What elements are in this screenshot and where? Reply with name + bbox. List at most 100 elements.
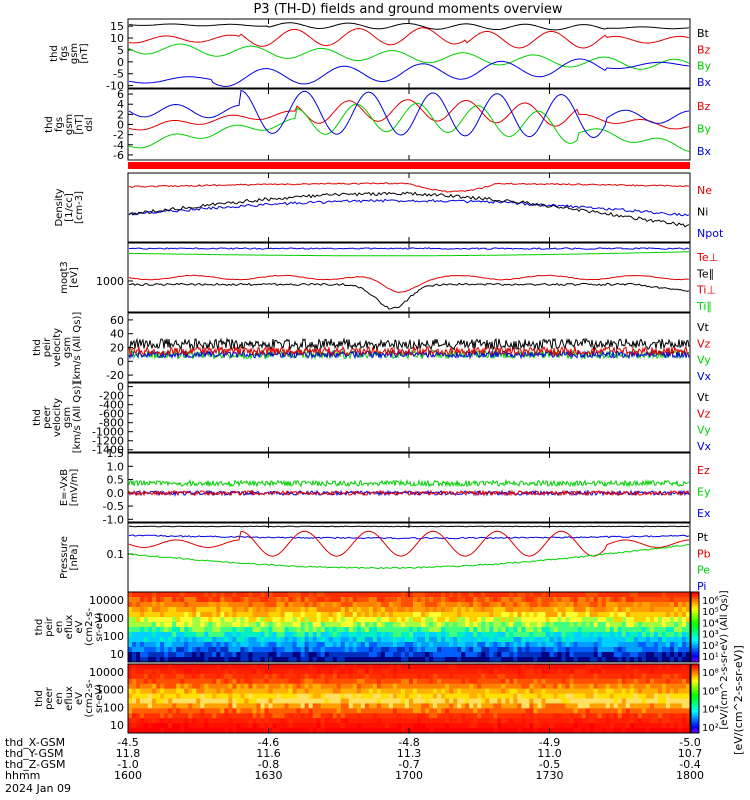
spectrogram-cell — [621, 708, 627, 714]
spectrogram-cell — [429, 693, 434, 699]
spectrogram-cell — [384, 657, 390, 663]
spectrogram-cell — [681, 592, 687, 598]
spectrogram-cell — [429, 622, 434, 628]
spectrogram-cell — [621, 617, 627, 623]
spectrogram-cell — [549, 632, 554, 638]
spectrogram-cell — [152, 597, 157, 603]
spectrogram-cell — [561, 592, 566, 598]
spectrogram-cell — [280, 703, 285, 709]
spectrogram-cell — [609, 642, 615, 648]
spectrogram-cell — [553, 708, 558, 714]
spectrogram-cell — [417, 708, 422, 714]
spectrogram-cell — [461, 622, 466, 628]
spectrogram-cell — [284, 622, 289, 628]
spectrogram-cell — [533, 718, 538, 724]
spectrogram-cell — [216, 617, 221, 623]
spectrogram-cell — [232, 642, 237, 648]
panel-ylabel: velocity — [52, 398, 63, 437]
spectrogram-cell — [561, 678, 566, 685]
spectrogram-cell — [677, 627, 683, 633]
spectrogram-cell — [621, 718, 627, 724]
spectrogram-cell — [288, 713, 293, 719]
spectrogram-cell — [513, 612, 518, 618]
spectrogram-cell — [529, 688, 534, 694]
spectrogram-cell — [457, 657, 462, 663]
colorbar-segment — [691, 703, 699, 706]
spectrogram-cell — [561, 652, 566, 658]
spectrogram-cell — [517, 688, 522, 694]
spectrogram-cell — [372, 592, 378, 598]
spectrogram-cell — [493, 622, 498, 628]
spectrogram-cell — [180, 668, 185, 675]
spectrogram-cell — [336, 592, 342, 598]
spectrogram-cell — [569, 693, 574, 699]
spectrogram-cell — [477, 627, 482, 633]
spectrogram-cell — [473, 647, 478, 653]
spectrogram-cell — [132, 708, 137, 714]
spectrogram-cell — [489, 627, 494, 633]
spectrogram-cell — [489, 602, 494, 608]
spectrogram-cell — [649, 602, 655, 608]
spectrogram-cell — [457, 642, 462, 648]
spectrogram-cell — [661, 703, 667, 709]
spectrogram-cell — [352, 637, 358, 643]
spectrogram-cell — [629, 602, 635, 608]
spectrogram-cell — [196, 642, 201, 648]
spectrogram-cell — [348, 602, 354, 608]
spectrogram-cell — [417, 728, 422, 734]
spectrogram-cell — [541, 668, 546, 675]
spectrogram-cell — [613, 627, 619, 633]
spectrogram-cell — [505, 637, 510, 643]
spectrogram-cell — [429, 703, 434, 709]
spectrogram-cell — [541, 627, 546, 633]
spectrogram-cell — [561, 664, 566, 670]
spectrogram-cell — [533, 693, 538, 699]
spectrogram-cell — [441, 673, 446, 680]
spectrogram-cell — [517, 664, 522, 670]
spectrogram-cell — [148, 683, 153, 690]
spectrogram-cell — [404, 602, 410, 608]
spectrogram-cell — [541, 597, 546, 603]
spectrogram-cell — [196, 602, 201, 608]
spectrogram-cell — [300, 678, 306, 685]
spectrogram-cell — [348, 597, 354, 603]
spectrogram-cell — [244, 622, 249, 628]
spectrogram-cell — [577, 657, 583, 663]
spectrogram-cell — [505, 627, 510, 633]
spectrogram-cell — [348, 637, 354, 643]
spectrogram-cell — [585, 693, 591, 699]
spectrogram-cell — [529, 698, 534, 704]
spectrogram-cell — [605, 592, 611, 598]
spectrogram-cell — [617, 683, 623, 690]
red-band — [128, 162, 690, 169]
spectrogram-cell — [653, 637, 659, 643]
spectrogram-cell — [248, 607, 253, 613]
spectrogram-cell — [429, 713, 434, 719]
spectrogram-cell — [320, 678, 326, 685]
spectrogram-cell — [465, 713, 470, 719]
spectrogram-cell — [208, 612, 213, 618]
spectrogram-cell — [605, 728, 611, 734]
spectrogram-cell — [545, 708, 550, 714]
spectrogram-cell — [160, 617, 165, 623]
spectrogram-cell — [625, 627, 631, 633]
spectrogram-cell — [673, 673, 679, 680]
spectrogram-cell — [469, 622, 474, 628]
spectrogram-cell — [525, 632, 530, 638]
spectrogram-cell — [649, 652, 655, 658]
spectrogram-cell — [653, 678, 659, 685]
spectrogram-cell — [212, 664, 217, 670]
spectrogram-cell — [224, 708, 229, 714]
spectrogram-cell — [364, 637, 370, 643]
spectrogram-cell — [593, 597, 599, 603]
spectrogram-cell — [136, 617, 141, 623]
spectrogram-cell — [661, 617, 667, 623]
spectrogram-cell — [541, 664, 546, 670]
spectrogram-cell — [437, 592, 442, 598]
spectrogram-cell — [417, 602, 422, 608]
spectrogram-cell — [280, 718, 285, 724]
spectrogram-cell — [224, 602, 229, 608]
spectrogram-cell — [641, 678, 647, 685]
spectrogram-cell — [613, 703, 619, 709]
spectrogram-cell — [513, 728, 518, 734]
